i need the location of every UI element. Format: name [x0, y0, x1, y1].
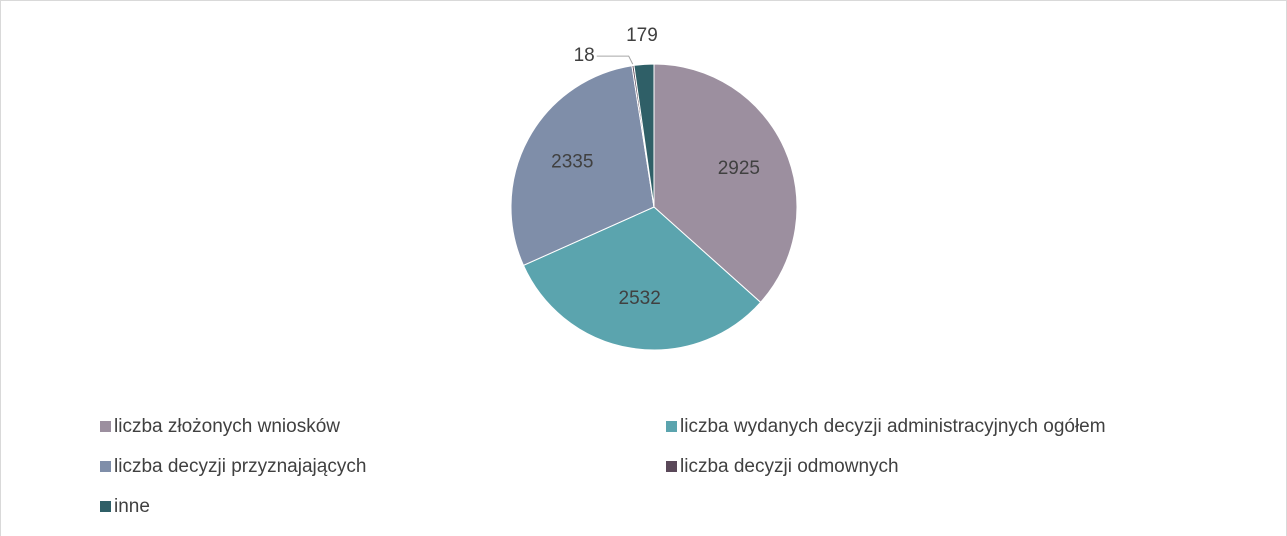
leader-line: [596, 55, 634, 65]
pie-slice: [633, 63, 655, 208]
legend-label: liczba wydanych decyzji administracyjnyc…: [680, 416, 1106, 437]
legend-swatch: [100, 461, 111, 472]
data-label: 179: [626, 25, 658, 46]
data-label: 2532: [619, 288, 661, 309]
data-label: 18: [574, 45, 595, 66]
data-label: 2335: [551, 152, 593, 173]
legend-swatch: [100, 421, 111, 432]
legend-swatch: [666, 461, 677, 472]
legend-label: liczba decyzji odmownych: [680, 456, 899, 477]
pie-slice: [510, 65, 655, 267]
legend-swatch: [100, 501, 111, 512]
legend-label: liczba decyzji przyznajających: [114, 456, 366, 477]
legend-label: inne: [114, 496, 150, 517]
pie-slice: [653, 63, 798, 304]
pie-slice: [522, 206, 762, 351]
data-label: 2925: [718, 158, 760, 179]
legend-label: liczba złożonych wniosków: [114, 416, 340, 437]
legend-swatch: [666, 421, 677, 432]
